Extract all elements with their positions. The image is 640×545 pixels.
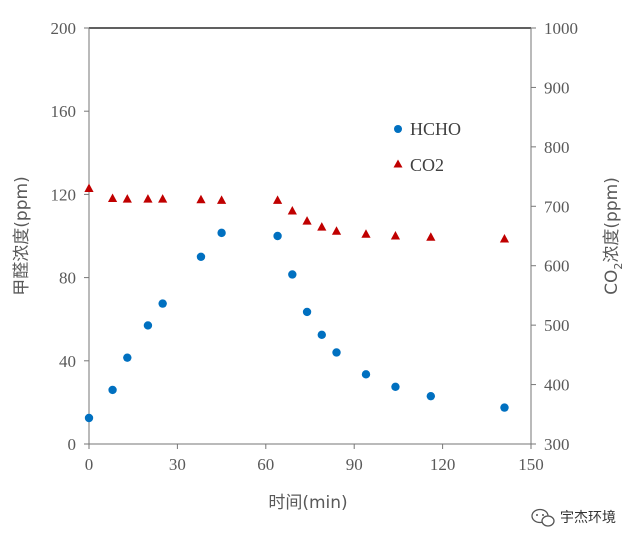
hcho-point [391, 382, 400, 391]
hcho-point [123, 353, 132, 362]
co2-point [158, 194, 168, 203]
y-left-axis-title: 甲醛浓度(ppm) [12, 176, 32, 295]
y-left-tick-label: 120 [51, 185, 77, 204]
hcho-point [273, 231, 282, 241]
x-tick-label: 120 [430, 455, 456, 474]
hcho-point [317, 330, 326, 339]
hcho-point [196, 252, 206, 261]
hcho-point [500, 403, 509, 412]
y-right-title-part-unit: 浓度(ppm) [602, 177, 622, 262]
y-left-tick-label: 40 [59, 352, 76, 371]
y-right-tick-label: 700 [544, 197, 570, 216]
hcho-series [84, 228, 509, 423]
co2-point [361, 229, 371, 238]
co2-point [122, 194, 132, 203]
y-right-tick-label: 400 [544, 376, 570, 395]
y-right-title-subscript: 2 [612, 263, 625, 270]
x-tick-label: 60 [257, 455, 274, 474]
hcho-point [108, 385, 117, 395]
hcho-point [302, 307, 312, 317]
hcho-point [288, 270, 297, 279]
y-right-title-part-co: CO [602, 270, 622, 295]
y-left-axis-ticks: 0 40 80 120 160 200 [51, 19, 89, 454]
co2-series [84, 183, 510, 243]
hcho-point [426, 391, 436, 401]
x-axis-title: 时间(min) [268, 493, 347, 513]
x-tick-label: 90 [346, 455, 363, 474]
axes [88, 27, 532, 445]
co2-point [331, 226, 342, 235]
co2-point [217, 195, 227, 204]
wechat-icon [531, 508, 555, 527]
co2-point [317, 222, 327, 231]
x-tick-label: 30 [169, 455, 186, 474]
hcho-point [158, 299, 167, 308]
y-left-tick-label: 0 [68, 435, 77, 454]
legend-hcho-marker [394, 125, 402, 133]
y-right-tick-label: 800 [544, 138, 570, 157]
watermark: 宇杰环境 [531, 508, 616, 527]
co2-point [499, 233, 510, 243]
hcho-point [217, 228, 226, 238]
y-right-tick-label: 300 [544, 435, 570, 454]
y-right-tick-label: 900 [544, 78, 570, 97]
x-tick-label: 0 [85, 455, 94, 474]
hcho-point [84, 413, 94, 423]
y-right-axis-title: CO2浓度(ppm) [602, 177, 625, 295]
y-right-tick-label: 600 [544, 257, 570, 276]
y-left-tick-label: 160 [51, 102, 77, 121]
co2-point [390, 231, 401, 240]
hcho-point [332, 348, 341, 357]
y-right-tick-label: 1000 [544, 19, 578, 38]
y-left-tick-label: 200 [51, 19, 77, 38]
y-left-tick-label: 80 [59, 269, 76, 288]
co2-point [272, 195, 283, 204]
co2-point [107, 193, 118, 203]
legend-co2-marker [393, 159, 403, 168]
y-right-axis-ticks: 300 400 500 600 700 800 900 1000 [531, 19, 578, 454]
hcho-point [361, 370, 371, 379]
co2-point [196, 194, 206, 204]
co2-point [143, 194, 153, 203]
co2-point [302, 216, 312, 225]
x-axis-ticks: 0 30 60 90 120 150 [85, 444, 544, 474]
co2-point [287, 206, 297, 215]
co2-point [426, 232, 436, 241]
legend-co2-label: CO2 [410, 155, 444, 175]
x-tick-label: 150 [518, 455, 544, 474]
y-right-tick-label: 500 [544, 316, 570, 335]
hcho-point [143, 321, 153, 330]
legend-hcho-label: HCHO [410, 119, 461, 139]
watermark-text: 宇杰环境 [560, 510, 616, 526]
co2-point [84, 183, 94, 192]
legend: HCHO CO2 [393, 119, 461, 175]
